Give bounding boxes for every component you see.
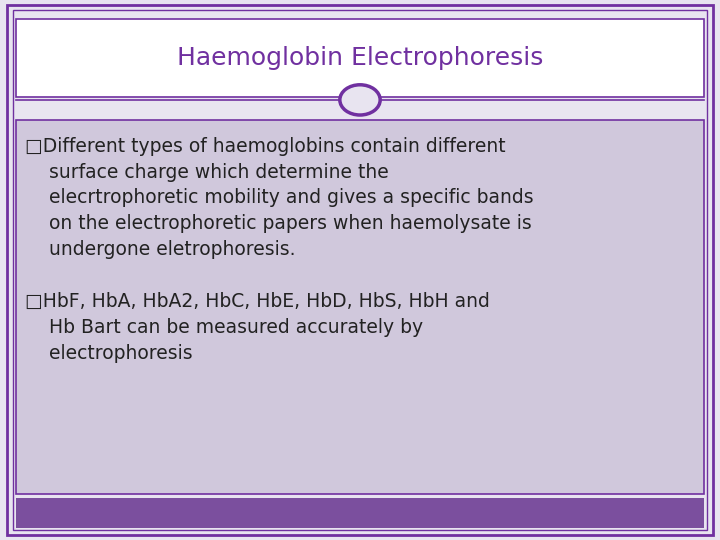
Text: Haemoglobin Electrophoresis: Haemoglobin Electrophoresis — [177, 46, 543, 70]
Text: on the electrophoretic papers when haemolysate is: on the electrophoretic papers when haemo… — [25, 214, 532, 233]
FancyBboxPatch shape — [7, 5, 713, 535]
FancyBboxPatch shape — [13, 10, 707, 530]
Text: electrophoresis: electrophoresis — [25, 344, 193, 363]
Text: □Different types of haemoglobins contain different: □Different types of haemoglobins contain… — [25, 137, 506, 156]
FancyBboxPatch shape — [16, 19, 704, 97]
FancyBboxPatch shape — [16, 498, 704, 528]
Circle shape — [340, 85, 380, 115]
FancyBboxPatch shape — [16, 120, 704, 494]
Text: Hb Bart can be measured accurately by: Hb Bart can be measured accurately by — [25, 318, 423, 337]
Text: surface charge which determine the: surface charge which determine the — [25, 163, 389, 181]
Text: □HbF, HbA, HbA2, HbC, HbE, HbD, HbS, HbH and: □HbF, HbA, HbA2, HbC, HbE, HbD, HbS, HbH… — [25, 292, 490, 311]
Text: elecrtrophoretic mobility and gives a specific bands: elecrtrophoretic mobility and gives a sp… — [25, 188, 534, 207]
Text: undergone eletrophoresis.: undergone eletrophoresis. — [25, 240, 296, 259]
